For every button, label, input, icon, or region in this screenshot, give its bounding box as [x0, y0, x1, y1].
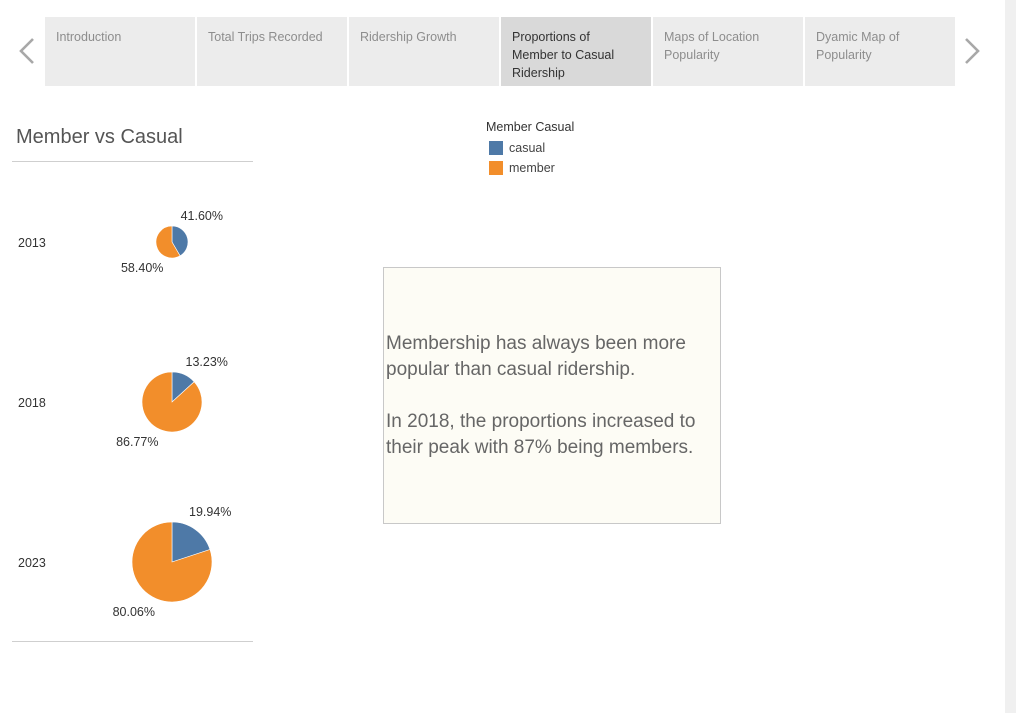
scrollbar-track[interactable] — [1005, 0, 1016, 713]
data-label-member-2023: 80.06% — [113, 605, 155, 619]
divider-top — [12, 161, 253, 162]
data-label-casual-2023: 19.94% — [189, 505, 231, 519]
data-label-member-2013: 58.40% — [121, 261, 163, 275]
tab-proportions-member-casual[interactable]: Proportions of Member to Casual Ridershi… — [501, 17, 651, 86]
legend-swatch-casual — [489, 141, 503, 155]
legend-item-member[interactable]: member — [486, 158, 574, 178]
legend: Member Casual casual member — [486, 120, 574, 178]
legend-label-casual: casual — [509, 141, 546, 155]
data-label-member-2018: 86.77% — [116, 435, 158, 449]
year-label-2013: 2013 — [18, 236, 46, 250]
story-navigator: Introduction Total Trips Recorded Riders… — [45, 17, 957, 86]
tab-total-trips-recorded[interactable]: Total Trips Recorded — [197, 17, 347, 86]
pie-slice-casual-2023 — [171, 521, 211, 563]
annotation-paragraph-2: In 2018, the proportions increased to th… — [386, 411, 696, 458]
legend-swatch-member — [489, 161, 503, 175]
chevron-right-icon[interactable] — [960, 34, 984, 68]
data-label-casual-2018: 13.23% — [186, 355, 228, 369]
legend-item-casual[interactable]: casual — [486, 138, 574, 158]
legend-label-member: member — [509, 161, 555, 175]
year-label-2018: 2018 — [18, 396, 46, 410]
tab-maps-location-popularity[interactable]: Maps of Location Popularity — [653, 17, 803, 86]
annotation-box: Membership has always been more popular … — [383, 267, 721, 524]
tab-introduction[interactable]: Introduction — [45, 17, 195, 86]
pie-slice-member-2013 — [155, 225, 181, 259]
year-label-2023: 2023 — [18, 556, 46, 570]
data-label-casual-2013: 41.60% — [181, 209, 223, 223]
pie-slice-member-2023 — [131, 521, 213, 603]
chevron-left-icon[interactable] — [15, 34, 39, 68]
divider-bottom — [12, 641, 253, 642]
legend-title: Member Casual — [486, 120, 575, 134]
annotation-paragraph-1: Membership has always been more popular … — [386, 333, 686, 380]
chart-title: Member vs Casual — [16, 126, 183, 148]
pie-slice-member-2018 — [141, 371, 203, 433]
tab-dynamic-map-popularity[interactable]: Dyamic Map of Popularity — [805, 17, 955, 86]
pie-chart-area: 2013 41.60% 58.40% 2018 13.23% 86.77% 2023 19.9… — [18, 209, 231, 619]
tab-ridership-growth[interactable]: Ridership Growth — [349, 17, 499, 86]
